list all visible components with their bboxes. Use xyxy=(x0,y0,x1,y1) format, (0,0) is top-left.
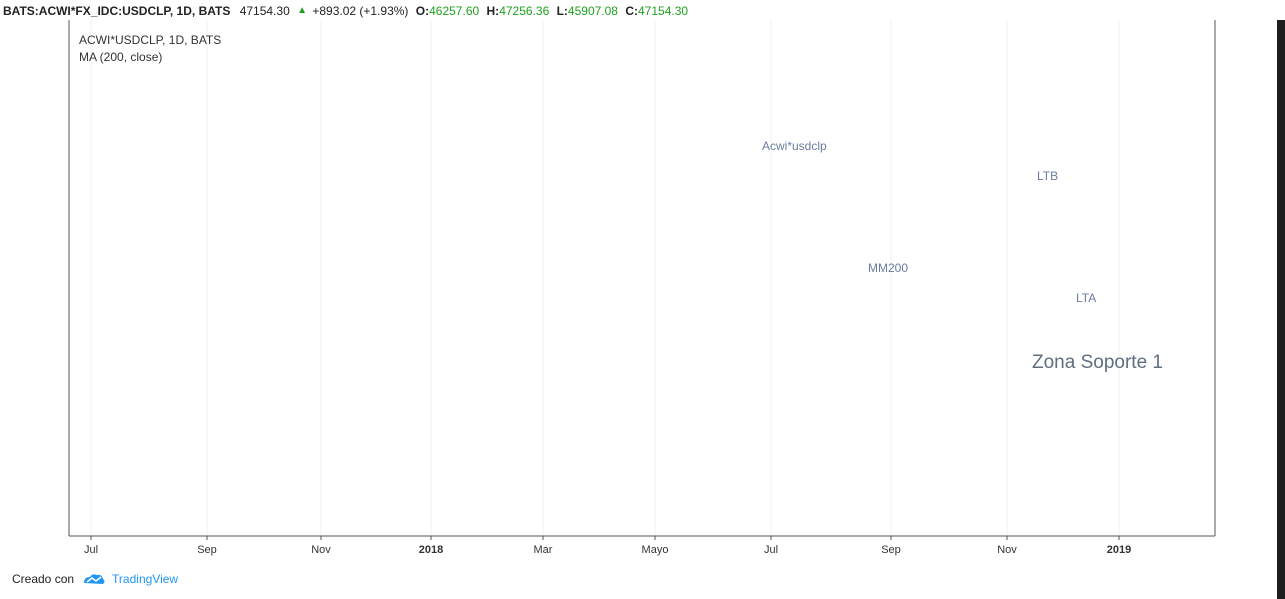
low-label: L: xyxy=(556,3,568,18)
annotation-label: Acwi*usdclp xyxy=(762,139,827,153)
high-label: H: xyxy=(486,3,500,18)
x-tick-label: Nov xyxy=(311,544,331,556)
created-with-label: Creado con xyxy=(12,572,75,586)
close-value: 47154.30 xyxy=(638,3,689,18)
annotation-label: LTB xyxy=(1037,169,1058,183)
price-change: +893.02 (+1.93%) xyxy=(312,3,409,18)
x-tick-label: Jul xyxy=(764,544,778,556)
symbol-name: BATS:ACWI*FX_IDC:USDCLP, 1D, BATS xyxy=(3,3,231,18)
chart-axes[interactable]: 40700.0040700.0041300.0041300.0041900.00… xyxy=(0,20,1277,556)
x-tick-label: 2019 xyxy=(1107,544,1131,556)
x-tick-label: Mar xyxy=(534,544,553,556)
annotation-label: Zona Soporte 1 xyxy=(1032,352,1163,373)
footer: Creado con TradingView xyxy=(12,570,178,588)
x-tick-label: 2018 xyxy=(419,544,443,556)
tradingview-link[interactable]: TradingView xyxy=(112,572,179,586)
symbol-header: BATS:ACWI*FX_IDC:USDCLP, 1D, BATS 47154.… xyxy=(0,0,1285,20)
chart-grid xyxy=(69,20,1215,536)
chart-annotations: Acwi*usdclp MM200 LTB LTA Zona Soporte 1 xyxy=(762,139,1163,373)
x-tick-label: Jul xyxy=(84,544,98,556)
open-value: 46257.60 xyxy=(429,3,480,18)
window-edge xyxy=(1277,20,1285,599)
annotation-label: LTA xyxy=(1076,291,1096,305)
low-value: 45907.08 xyxy=(567,3,618,18)
close-label: C: xyxy=(625,3,638,18)
x-tick-label: Sep xyxy=(197,544,217,556)
plot-area xyxy=(69,20,1215,536)
high-value: 47256.36 xyxy=(499,3,550,18)
x-tick-label: Mayo xyxy=(642,544,669,556)
open-label: O: xyxy=(415,3,430,18)
x-tick-label: Sep xyxy=(881,544,901,556)
up-arrow-icon: ▲ xyxy=(297,4,307,16)
price-chart[interactable]: Acwi*usdclp MM200 LTB LTA Zona Soporte 1 407… xyxy=(0,20,1285,568)
x-tick-label: Nov xyxy=(997,544,1017,556)
legend-indicator: MA (200, close) xyxy=(79,50,162,64)
tradingview-logo-icon xyxy=(84,574,105,584)
legend-title: ACWI*USDCLP, 1D, BATS xyxy=(79,33,221,47)
annotation-label: MM200 xyxy=(868,261,908,275)
last-price: 47154.30 xyxy=(239,3,290,18)
